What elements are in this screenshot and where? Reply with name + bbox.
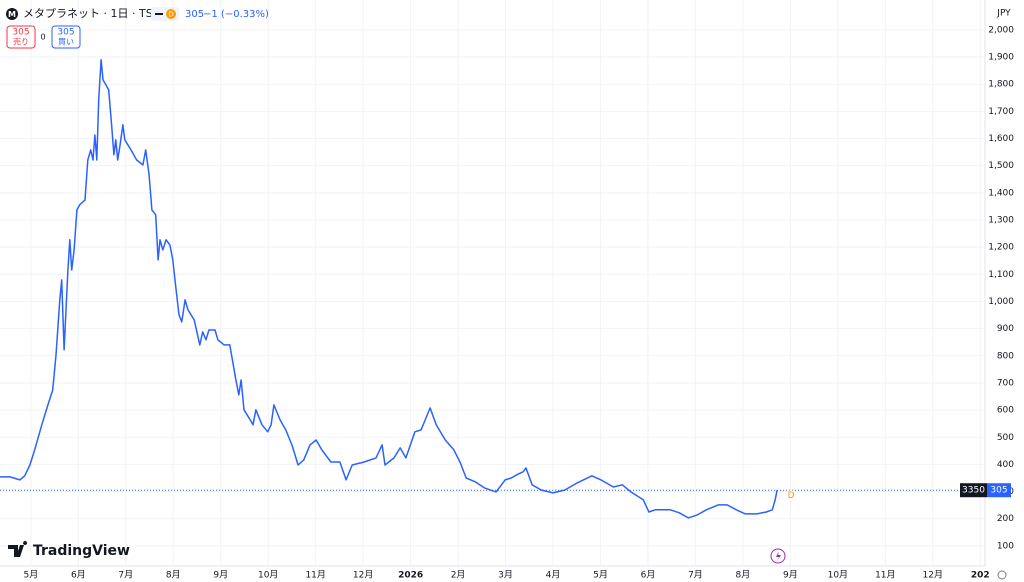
y-tick-label: 1,800 (988, 80, 1014, 90)
y-tick-label: 1,900 (988, 53, 1014, 63)
y-tick-label: 500 (997, 433, 1014, 443)
y-tick-label: 900 (997, 324, 1014, 334)
x-tick-label: 12月 (923, 570, 943, 581)
price-line (0, 59, 778, 519)
buy-label: 買い (58, 38, 74, 47)
y-tick-label: 100 (997, 541, 1014, 551)
x-tick-label: 2月 (451, 570, 466, 581)
x-tick-label: 9月 (783, 570, 798, 581)
currency[interactable]: JPY (996, 9, 1011, 19)
x-tick-label: 9月 (213, 570, 228, 581)
x-tick-label: 6月 (71, 570, 86, 581)
y-tick-label: 200 (997, 514, 1014, 524)
sell-button[interactable] (6, 25, 36, 49)
x-tick-label: 7月 (688, 570, 703, 581)
countdown-box (960, 483, 987, 498)
price-label-box (987, 483, 1011, 498)
y-tick-label: 1,300 (988, 215, 1014, 225)
buy-price: 305 (57, 28, 74, 38)
y-tick-label: 1,100 (988, 270, 1014, 280)
y-tick-label: 1,200 (988, 243, 1014, 253)
y-tick-label: 1,400 (988, 188, 1014, 198)
grid (0, 0, 985, 566)
interval-badge: D (168, 11, 173, 19)
spread: 0 (40, 33, 45, 42)
countdown: 3350 (962, 486, 985, 496)
symbol-icon (6, 8, 18, 20)
x-tick-label: 202 (971, 571, 990, 581)
x-tick-label: 10月 (258, 570, 278, 581)
last-price: 305 (185, 9, 204, 20)
y-tick-label: 600 (997, 406, 1014, 416)
chart-title: メタプラネット · 1日 · TSE (23, 7, 160, 20)
buy-button[interactable] (51, 25, 81, 49)
x-tick-label: 10月 (828, 570, 848, 581)
event-marker (786, 490, 797, 501)
y-tick-label: 1,500 (988, 161, 1014, 171)
y-tick-label: 400 (997, 460, 1014, 470)
plot (0, 59, 985, 519)
logo-mark (8, 541, 28, 557)
logo: TradingView (33, 543, 130, 559)
sell-price: 305 (12, 28, 29, 38)
price-label: 305 (990, 486, 1007, 496)
x-tick-label: 7月 (118, 570, 133, 581)
event-bolt (776, 551, 781, 561)
y-tick-label: 1,000 (988, 297, 1014, 307)
x-tick-label: 3月 (498, 570, 513, 581)
y-tick-label: 700 (997, 378, 1014, 388)
price-change: −1 (−0.33%) (203, 9, 269, 20)
sell-label: 売り (13, 37, 29, 47)
event-marker-label: D (788, 491, 795, 501)
x-tick-label: 8月 (736, 570, 751, 581)
y-tick-label: 2,000 (988, 25, 1014, 35)
x-tick-label: 5月 (23, 570, 38, 581)
x-tick-label: 12月 (353, 570, 373, 581)
x-tick-label: 2026 (398, 571, 423, 581)
y-tick-label: 1,700 (988, 107, 1014, 117)
badge-dash (155, 13, 163, 15)
y-tick-label: 800 (997, 351, 1014, 361)
x-tick-label: 11月 (305, 570, 325, 581)
y-tick-label: 1,600 (988, 134, 1014, 144)
badge-circle (166, 9, 176, 19)
x-tick-label: 6月 (641, 570, 656, 581)
x-tick-label: 11月 (875, 570, 895, 581)
symbol-icon-letter: M (8, 10, 16, 19)
x-tick-label: 8月 (166, 570, 181, 581)
settings-icon[interactable] (997, 570, 1007, 580)
x-tick-label: 5月 (593, 570, 608, 581)
x-tick-label: 4月 (546, 570, 561, 581)
